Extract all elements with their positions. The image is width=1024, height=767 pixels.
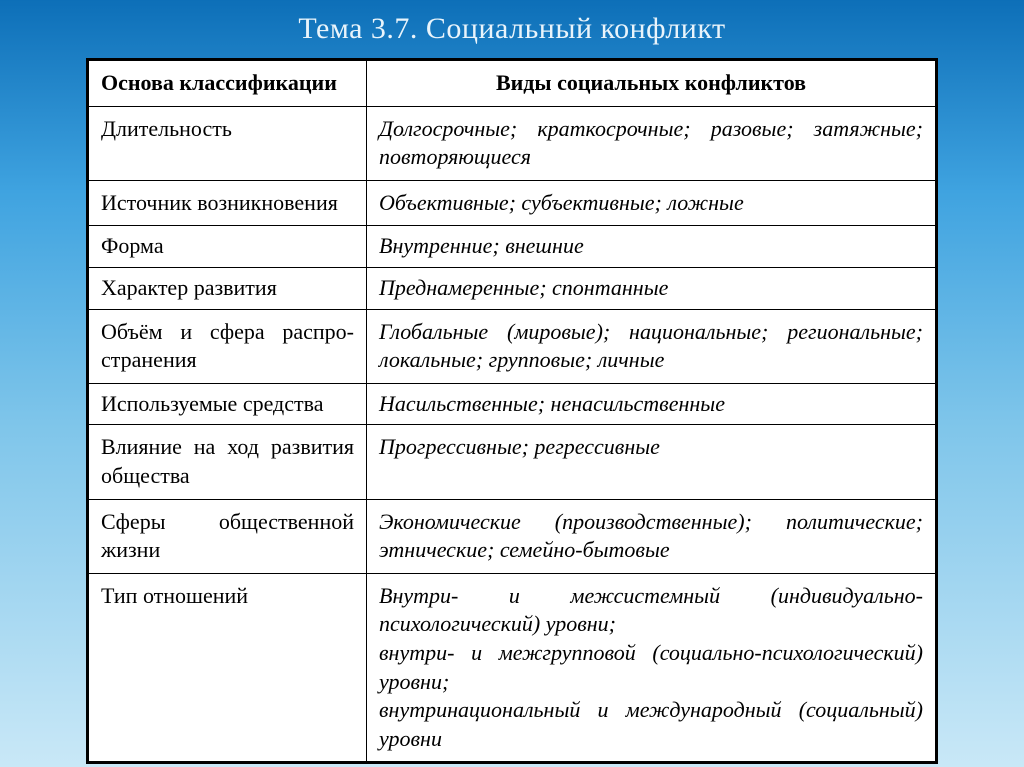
table-body: Длительность Долгосрочные; краткосрочные… xyxy=(89,106,936,762)
table-row: Объём и сфера распро­странения Глобальны… xyxy=(89,309,936,383)
cell-basis: Влияние на ход разви­тия общества xyxy=(89,425,367,499)
cell-basis: Используемые средства xyxy=(89,383,367,425)
cell-types: Глобальные (мировые); национальные; реги… xyxy=(367,309,936,383)
cell-basis: Сферы общественной жизни xyxy=(89,499,367,573)
slide: Тема 3.7. Социальный конфликт Основа кла… xyxy=(0,0,1024,767)
cell-types: Преднамеренные; спонтанные xyxy=(367,267,936,309)
cell-types: Внутри- и межсистемный (индивидуаль­но-п… xyxy=(367,573,936,762)
cell-types: Объективные; субъективные; ложные xyxy=(367,180,936,226)
cell-basis: Характер развития xyxy=(89,267,367,309)
cell-types: Насильственные; ненасильственные xyxy=(367,383,936,425)
table-row: Тип отношений Внутри- и межсистемный (ин… xyxy=(89,573,936,762)
header-types: Виды социальных конфликтов xyxy=(367,61,936,107)
cell-basis: Длительность xyxy=(89,106,367,180)
cell-types: Прогрессивные; регрессивные xyxy=(367,425,936,499)
cell-types: Долгосрочные; краткосрочные; разовые; за… xyxy=(367,106,936,180)
cell-basis: Объём и сфера распро­странения xyxy=(89,309,367,383)
cell-types: Внутренние; внешние xyxy=(367,226,936,268)
table-row: Используемые средства Насильственные; не… xyxy=(89,383,936,425)
classification-table-container: Основа классификации Виды социальных кон… xyxy=(86,58,938,764)
cell-basis: Форма xyxy=(89,226,367,268)
table-row: Характер развития Преднамеренные; спонта… xyxy=(89,267,936,309)
cell-basis: Источник возникнове­ния xyxy=(89,180,367,226)
classification-table: Основа классификации Виды социальных кон… xyxy=(88,60,936,762)
table-header-row: Основа классификации Виды социальных кон… xyxy=(89,61,936,107)
table-row: Влияние на ход разви­тия общества Прогре… xyxy=(89,425,936,499)
cell-types: Экономические (производственные); поли­т… xyxy=(367,499,936,573)
cell-basis: Тип отношений xyxy=(89,573,367,762)
table-row: Форма Внутренние; внешние xyxy=(89,226,936,268)
slide-title: Тема 3.7. Социальный конфликт xyxy=(0,0,1024,56)
table-row: Источник возникнове­ния Объективные; суб… xyxy=(89,180,936,226)
table-row: Длительность Долгосрочные; краткосрочные… xyxy=(89,106,936,180)
header-basis: Основа классификации xyxy=(89,61,367,107)
table-row: Сферы общественной жизни Экономические (… xyxy=(89,499,936,573)
